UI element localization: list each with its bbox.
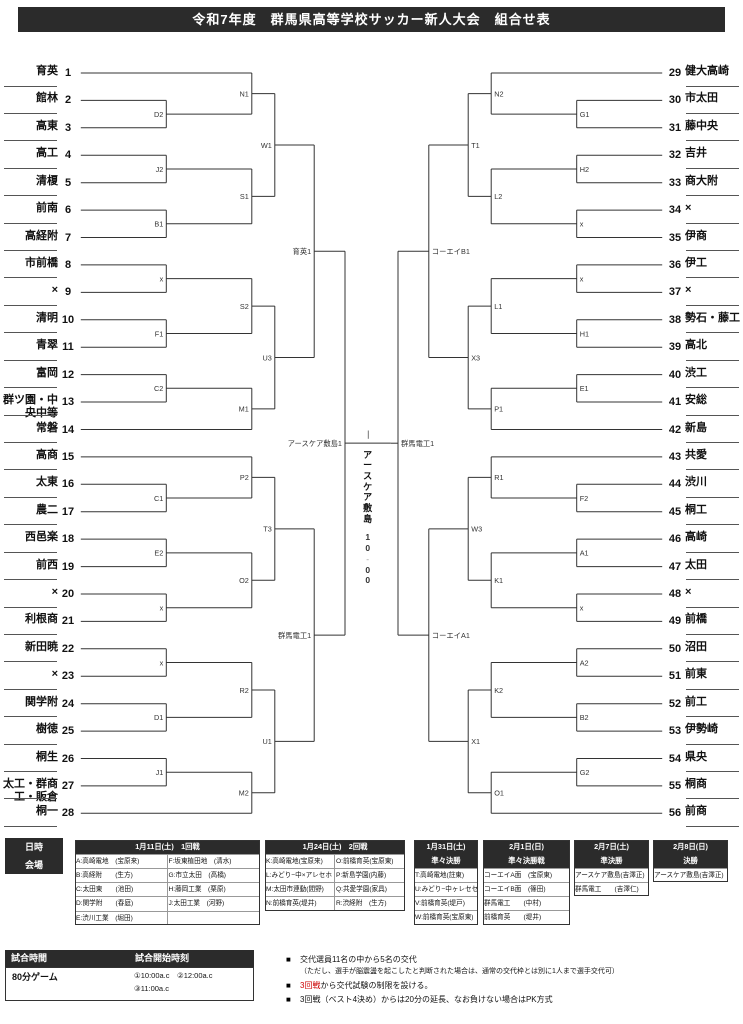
svg-text:J2: J2 (156, 165, 164, 174)
svg-text:G2: G2 (580, 768, 590, 777)
svg-text:x: x (160, 274, 164, 283)
svg-text:K2: K2 (494, 686, 503, 695)
svg-text:E1: E1 (580, 384, 589, 393)
svg-text:M2: M2 (239, 789, 249, 798)
svg-text:L1: L1 (494, 302, 502, 311)
svg-text:R2: R2 (239, 686, 248, 695)
svg-text:コーエイB1: コーエイB1 (432, 247, 470, 256)
svg-text:U1: U1 (262, 737, 271, 746)
svg-text:x: x (580, 274, 584, 283)
svg-text:O2: O2 (239, 576, 249, 585)
svg-text:S2: S2 (240, 302, 249, 311)
svg-text:X3: X3 (471, 353, 480, 362)
svg-text:アースケア敷島1: アースケア敷島1 (288, 439, 342, 448)
svg-text:T1: T1 (471, 141, 480, 150)
svg-text:C2: C2 (154, 384, 163, 393)
svg-text:L2: L2 (494, 192, 502, 201)
svg-text:W1: W1 (261, 141, 272, 150)
svg-text:K1: K1 (494, 576, 503, 585)
svg-text:育英1: 育英1 (293, 247, 312, 256)
svg-text:D1: D1 (154, 713, 163, 722)
svg-text:x: x (160, 658, 164, 667)
svg-text:X1: X1 (471, 737, 480, 746)
svg-text:M1: M1 (239, 405, 249, 414)
svg-text:R1: R1 (494, 473, 503, 482)
svg-text:C1: C1 (154, 494, 163, 503)
svg-text:O1: O1 (494, 789, 504, 798)
svg-text:N1: N1 (239, 89, 248, 98)
svg-text:H1: H1 (580, 329, 589, 338)
svg-text:P1: P1 (494, 405, 503, 414)
svg-text:J1: J1 (156, 768, 164, 777)
svg-text:x: x (160, 603, 164, 612)
svg-text:D2: D2 (154, 110, 163, 119)
svg-text:A2: A2 (580, 658, 589, 667)
svg-text:F2: F2 (580, 494, 589, 503)
svg-text:S1: S1 (240, 192, 249, 201)
svg-text:U3: U3 (262, 353, 271, 362)
svg-text:G1: G1 (580, 110, 590, 119)
svg-text:コーエイA1: コーエイA1 (432, 631, 470, 640)
svg-text:N2: N2 (494, 89, 503, 98)
svg-text:E2: E2 (154, 549, 163, 558)
svg-text:H2: H2 (580, 165, 589, 174)
svg-text:x: x (580, 603, 584, 612)
svg-text:T3: T3 (263, 525, 272, 534)
svg-text:B2: B2 (580, 713, 589, 722)
svg-text:群馬電工1: 群馬電工1 (401, 439, 434, 448)
svg-text:P2: P2 (240, 473, 249, 482)
svg-text:W3: W3 (471, 525, 482, 534)
svg-text:F1: F1 (155, 329, 164, 338)
svg-text:x: x (580, 220, 584, 229)
svg-text:B1: B1 (154, 220, 163, 229)
svg-text:A1: A1 (580, 549, 589, 558)
svg-text:群馬電工1: 群馬電工1 (278, 631, 311, 640)
